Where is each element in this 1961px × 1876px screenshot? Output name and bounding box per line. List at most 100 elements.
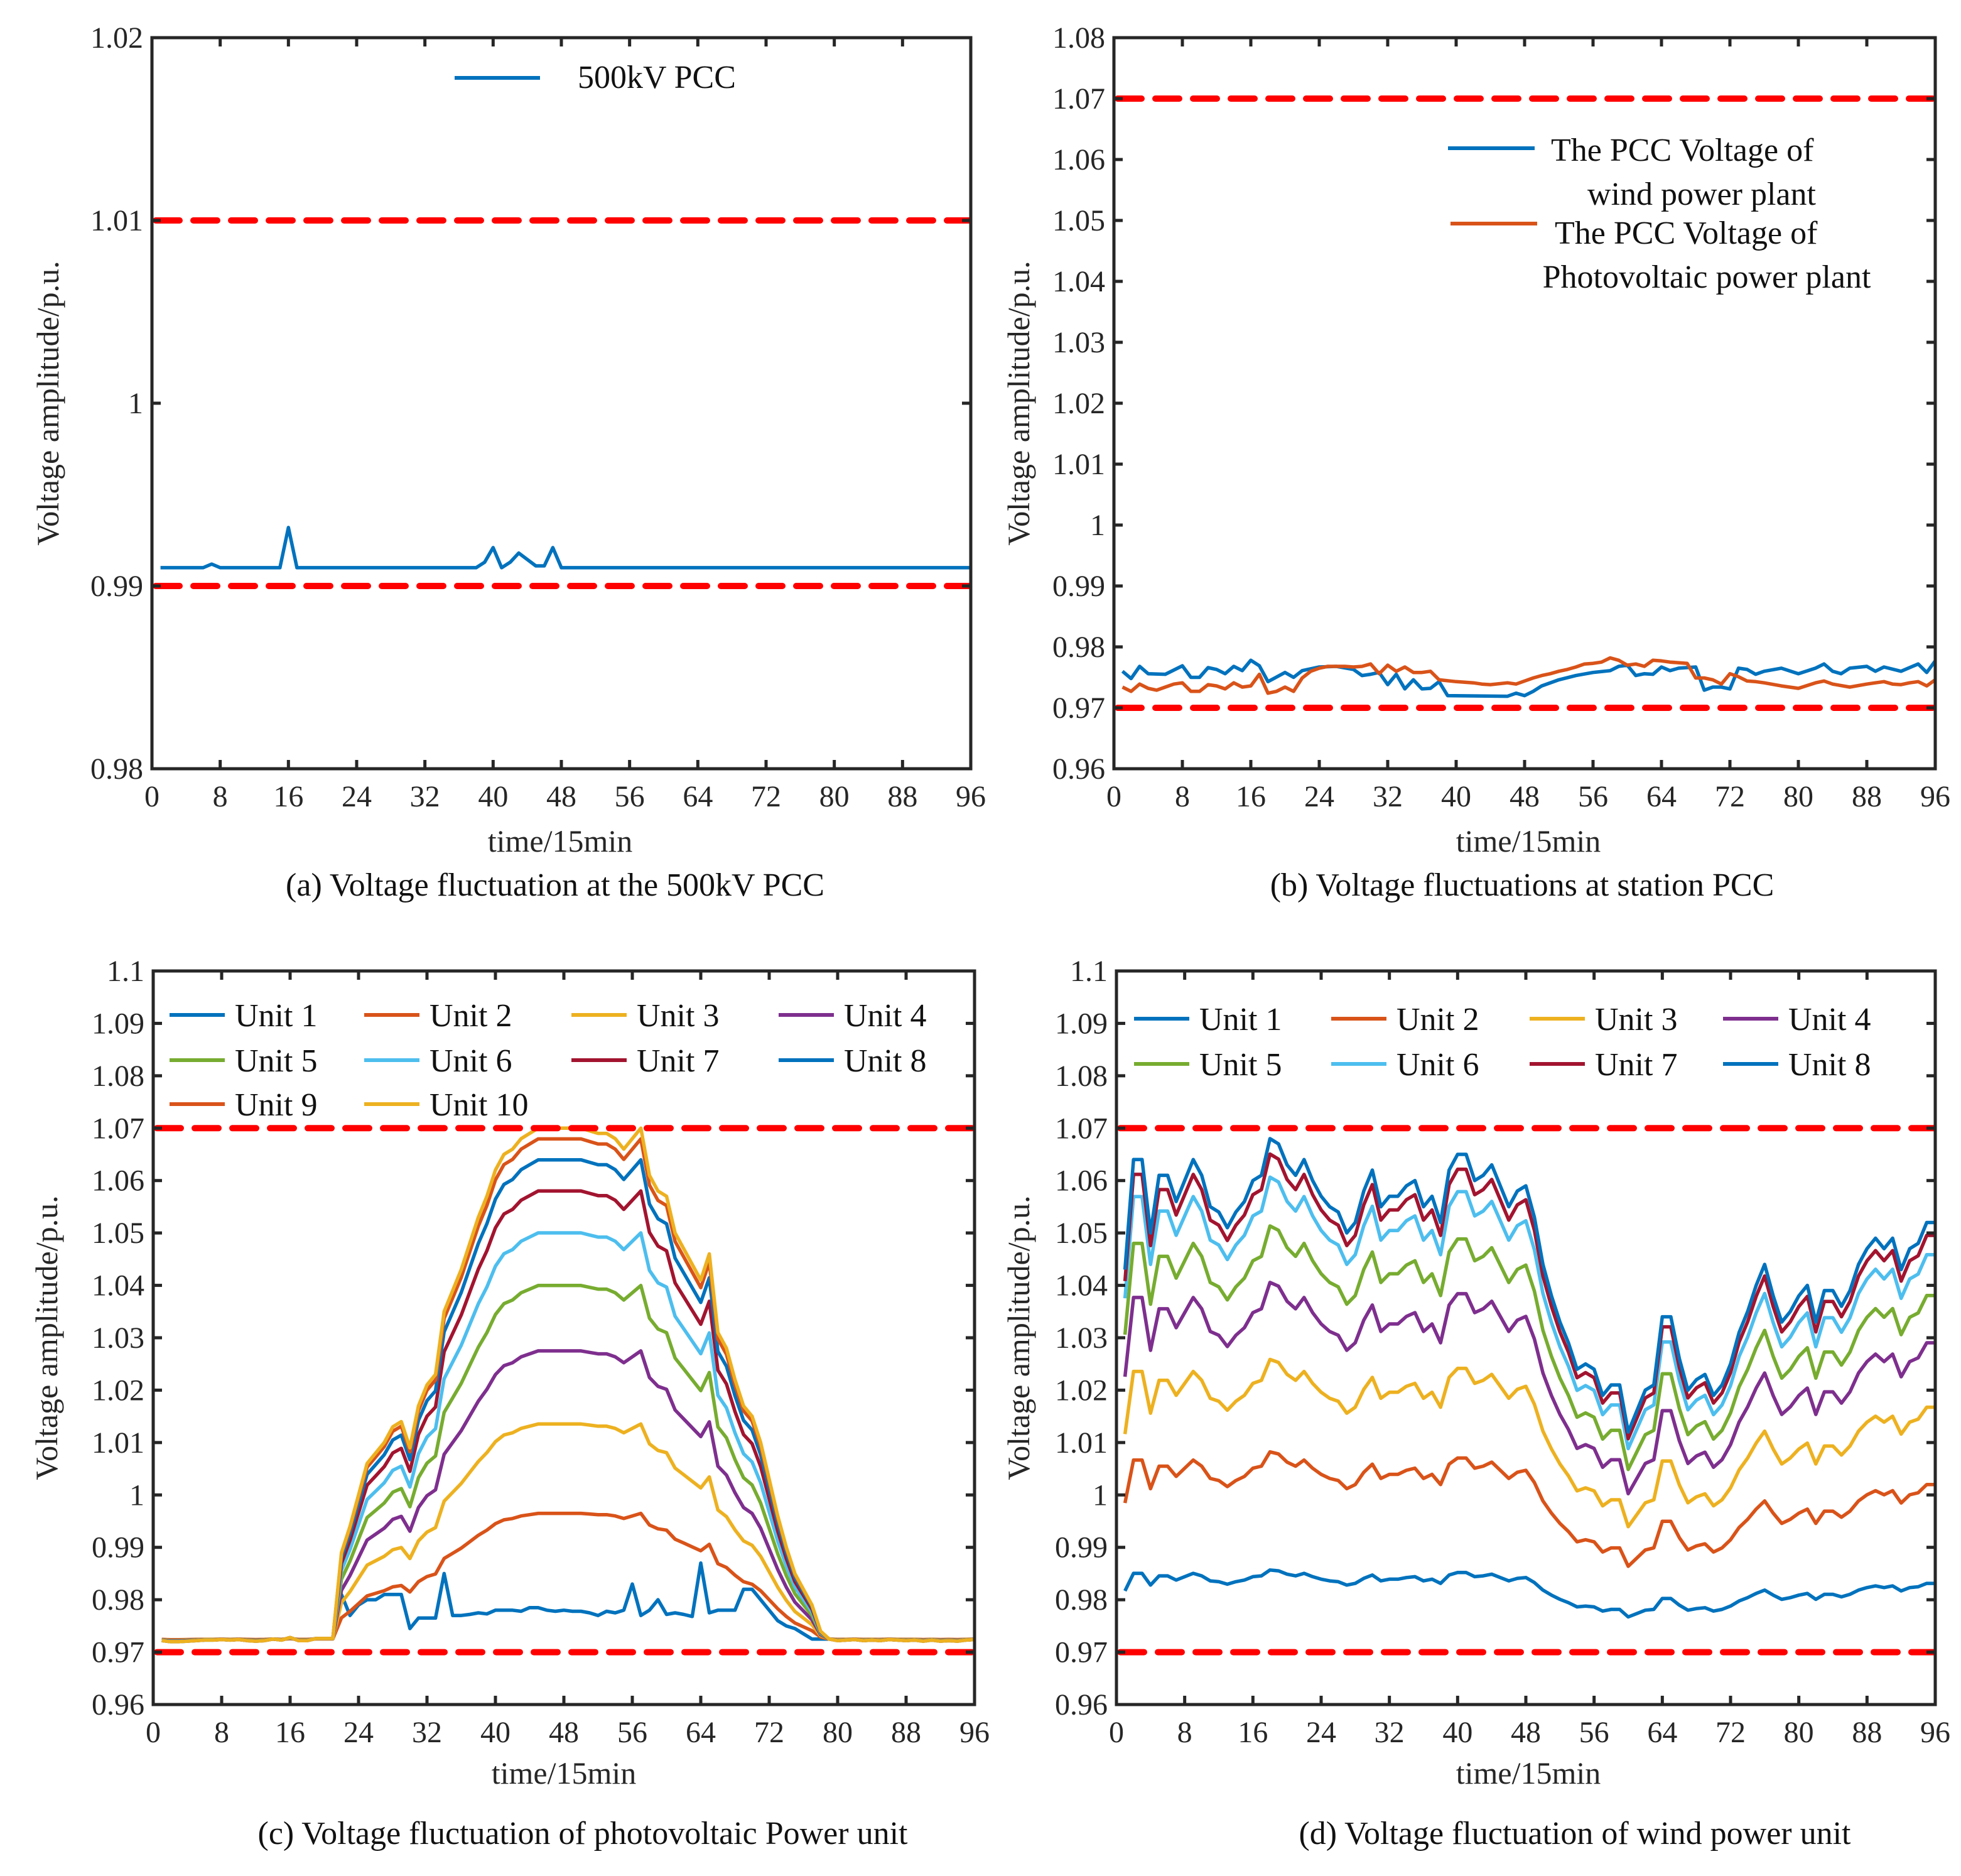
x-tick-label: 64 [683,780,713,813]
x-tick-label: 88 [1852,1716,1882,1749]
y-tick-label: 1.04 [1055,1269,1108,1303]
legend-label: Unit 1 [235,998,317,1034]
x-tick-label: 80 [1783,780,1813,813]
x-tick-label: 8 [213,780,228,813]
x-tick-label: 88 [887,780,917,813]
x-axis-label: time/15min [488,823,633,859]
legend-label: Unit 2 [429,998,512,1034]
x-tick-label: 80 [823,1716,853,1749]
series-line-the-pcc-voltage-of-0 [1121,658,1935,698]
y-tick-label: 1.08 [1052,21,1105,55]
x-tick-label: 8 [1175,780,1190,813]
x-tick-label: 64 [686,1716,716,1749]
legend-label: Unit 9 [235,1087,317,1123]
y-axis-label: Voltage amplitude/p.u. [30,261,65,545]
y-tick-label: 1.07 [1055,1112,1108,1145]
panel-c-pv-units: 0 8 16 24 32 40 48 56 64 72 80 88 96 0.96 0.97 0.98 0.99… [29,955,990,1852]
y-tick-label: 1.02 [92,1374,144,1407]
legend-label-wind-line1: The PCC Voltage of [1551,133,1814,168]
y-tick-label: 0.99 [1052,570,1105,603]
panel-d-wind-units: 0 8 16 24 32 40 48 56 64 72 80 88 96 0.96 0.97 0.98 0.99… [1001,955,1950,1852]
legend-label: Unit 2 [1396,1002,1479,1038]
series-line-unit-8-7 [1123,1137,1935,1434]
plot-area [154,1125,975,1656]
y-tick-label: 0.97 [92,1636,144,1669]
x-tick-label: 40 [478,780,508,813]
x-tick-label: 48 [546,780,576,813]
legend-label: Unit 4 [1788,1002,1871,1038]
x-tick-label: 8 [214,1716,229,1749]
y-tick-label: 0.98 [1052,631,1105,664]
legend-label: Unit 3 [1595,1002,1677,1038]
legend-label: 500kV PCC [578,60,736,95]
x-tick-label: 96 [956,780,986,813]
y-tick-label: 0.99 [1055,1531,1108,1564]
panel-a-500kv-pcc: 0 8 16 24 32 40 48 56 64 72 80 88 96 0.98 0.99 1 1.01 1.0… [30,21,986,903]
y-tick-label: 1.01 [1052,448,1105,481]
x-tick-label: 80 [1784,1716,1814,1749]
series-line-unit-1-0 [1123,1568,1935,1619]
y-tick-label: 1.01 [90,204,143,237]
y-tick-label: 1.05 [92,1217,144,1250]
y-tick-label: 0.98 [92,1583,144,1617]
x-tick-label: 96 [959,1716,990,1749]
legend-label: Unit 5 [235,1043,317,1079]
y-tick-label: 0.96 [1055,1688,1108,1721]
series-line-unit-4-3 [1123,1281,1935,1496]
y-tick-label: 0.99 [92,1531,144,1564]
x-tick-label: 24 [343,1716,374,1749]
x-tick-label: 72 [1715,1716,1746,1749]
y-tick-label: 0.97 [1055,1636,1108,1669]
panel-caption: (a) Voltage fluctuation at the 500kV PCC [286,867,824,903]
x-tick-label: 24 [1304,780,1334,813]
plot-area [1117,1125,1935,1656]
legend-label: Unit 7 [1595,1047,1677,1083]
y-tick-label: 1 [1093,1478,1108,1512]
x-tick-label: 64 [1647,1716,1677,1749]
legend-label: Unit 6 [1396,1047,1479,1083]
x-tick-label: 32 [1375,1716,1405,1749]
y-tick-label: 0.99 [90,570,143,603]
x-tick-label: 72 [754,1716,784,1749]
y-tick-label: 0.98 [90,752,143,786]
y-tick-label: 1.03 [1055,1321,1108,1355]
legend: 500kV PCC [455,60,736,95]
plot-area [153,217,971,589]
y-tick-label: 1.02 [90,21,143,55]
series-line-unit-7-6 [1123,1152,1935,1441]
x-tick-label: 80 [819,780,850,813]
x-tick-label: 96 [1920,1716,1950,1749]
y-tick-label: 1.05 [1055,1217,1108,1250]
x-tick-label: 48 [549,1716,579,1749]
y-tick-label: 1.01 [1055,1426,1108,1460]
panel-b-station-pcc: 0 8 16 24 32 40 48 56 64 72 80 88 96 0.96 0.97 0.98 0.99… [1001,21,1950,903]
legend-label: Unit 4 [844,998,926,1034]
x-tick-label: 0 [144,780,159,813]
x-tick-label: 24 [342,780,372,813]
x-tick-label: 16 [273,780,303,813]
x-tick-label: 0 [146,1716,161,1749]
y-tick-label: 1.06 [92,1164,144,1198]
x-tick-label: 56 [1579,1716,1609,1749]
x-tick-label: 72 [751,780,781,813]
legend-label: Unit 8 [1788,1047,1871,1083]
x-axis-label: time/15min [1456,823,1601,859]
y-tick-label: 1.08 [1055,1060,1108,1093]
series-line-unit-2-1 [1123,1450,1935,1568]
legend-label: Unit 7 [637,1043,719,1079]
x-tick-label: 96 [1920,780,1950,813]
x-tick-label: 24 [1306,1716,1336,1749]
y-tick-label: 1 [1090,509,1105,542]
y-tick-label: 1.1 [1070,955,1108,988]
legend-label: Unit 6 [429,1043,512,1079]
y-axis-label: Voltage amplitude/p.u. [1001,261,1036,545]
y-tick-label: 1.1 [107,955,144,988]
x-tick-label: 32 [1373,780,1403,813]
legend: Unit 1 Unit 2 Unit 3 Unit 4 Unit 5 Unit 6 Unit… [170,998,926,1123]
panel-caption: (c) Voltage fluctuation of photovoltaic … [258,1816,909,1852]
y-tick-label: 1.01 [92,1426,144,1460]
x-tick-label: 56 [617,1716,647,1749]
y-tick-label: 0.96 [1052,752,1105,786]
y-tick-label: 1.02 [1052,387,1105,420]
x-tick-label: 40 [1442,1716,1472,1749]
